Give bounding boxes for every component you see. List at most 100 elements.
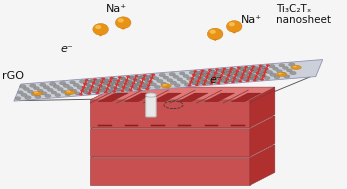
Polygon shape	[151, 93, 181, 102]
Circle shape	[256, 77, 262, 80]
Circle shape	[100, 89, 105, 92]
Circle shape	[189, 81, 193, 83]
Circle shape	[209, 69, 215, 73]
Circle shape	[101, 78, 105, 80]
Circle shape	[113, 87, 118, 89]
Circle shape	[269, 64, 275, 68]
Circle shape	[238, 80, 242, 82]
Circle shape	[143, 78, 149, 81]
Circle shape	[179, 72, 185, 75]
Circle shape	[180, 80, 186, 84]
Circle shape	[137, 81, 143, 84]
Circle shape	[216, 73, 221, 76]
Text: Na⁺: Na⁺	[241, 15, 262, 25]
Ellipse shape	[291, 65, 301, 70]
Circle shape	[125, 88, 130, 90]
Circle shape	[245, 71, 250, 74]
Circle shape	[83, 83, 89, 86]
Circle shape	[132, 82, 136, 84]
Circle shape	[213, 80, 218, 83]
Circle shape	[156, 79, 163, 83]
Circle shape	[146, 75, 151, 78]
Circle shape	[79, 80, 86, 83]
Circle shape	[47, 88, 53, 91]
Circle shape	[107, 84, 111, 86]
Circle shape	[247, 76, 251, 78]
Circle shape	[115, 83, 119, 86]
Circle shape	[228, 71, 232, 73]
Circle shape	[187, 84, 192, 87]
Circle shape	[189, 71, 195, 74]
Polygon shape	[151, 125, 165, 126]
Circle shape	[93, 87, 98, 89]
Circle shape	[140, 81, 144, 84]
Polygon shape	[125, 125, 138, 126]
Circle shape	[108, 81, 112, 83]
Circle shape	[217, 70, 222, 72]
Text: nanosheet: nanosheet	[276, 15, 331, 25]
Circle shape	[143, 74, 147, 76]
Circle shape	[222, 71, 229, 74]
Polygon shape	[98, 125, 111, 126]
Circle shape	[257, 68, 261, 70]
Circle shape	[244, 78, 250, 81]
Circle shape	[134, 83, 139, 86]
Polygon shape	[14, 60, 323, 101]
FancyBboxPatch shape	[146, 97, 156, 117]
Circle shape	[138, 85, 142, 87]
Circle shape	[104, 89, 111, 93]
Circle shape	[184, 83, 191, 86]
Circle shape	[141, 84, 146, 87]
Circle shape	[238, 71, 243, 74]
Circle shape	[129, 89, 133, 91]
Circle shape	[204, 81, 210, 84]
Circle shape	[149, 74, 155, 77]
Circle shape	[101, 87, 107, 90]
Circle shape	[230, 76, 236, 80]
Circle shape	[270, 73, 276, 76]
Circle shape	[125, 79, 129, 81]
Circle shape	[146, 80, 153, 84]
Circle shape	[99, 78, 106, 82]
Circle shape	[104, 91, 108, 93]
Polygon shape	[120, 27, 127, 30]
Text: rGO: rGO	[2, 71, 24, 81]
Circle shape	[239, 68, 244, 70]
Circle shape	[84, 91, 91, 94]
Circle shape	[177, 78, 183, 81]
Circle shape	[31, 93, 37, 96]
Circle shape	[133, 78, 139, 82]
Circle shape	[117, 83, 123, 86]
Circle shape	[223, 73, 228, 75]
Polygon shape	[178, 125, 191, 126]
Circle shape	[51, 91, 57, 94]
Circle shape	[234, 74, 238, 76]
Circle shape	[95, 92, 100, 94]
Ellipse shape	[207, 28, 223, 40]
Circle shape	[284, 75, 290, 78]
Circle shape	[234, 79, 240, 82]
Circle shape	[251, 65, 255, 68]
Circle shape	[260, 74, 266, 77]
Circle shape	[235, 78, 240, 81]
Circle shape	[203, 71, 208, 74]
Circle shape	[194, 82, 200, 85]
Circle shape	[263, 71, 267, 74]
Circle shape	[145, 86, 150, 89]
Circle shape	[199, 70, 205, 74]
Circle shape	[150, 77, 154, 79]
Circle shape	[121, 77, 126, 80]
Circle shape	[77, 86, 83, 89]
Text: e⁻: e⁻	[61, 44, 74, 54]
Circle shape	[35, 95, 41, 98]
Circle shape	[167, 79, 173, 82]
Circle shape	[50, 82, 56, 86]
Ellipse shape	[278, 73, 282, 74]
Text: e⁻: e⁻	[210, 75, 223, 85]
Circle shape	[120, 90, 124, 92]
Circle shape	[97, 84, 103, 88]
Circle shape	[113, 80, 119, 83]
Circle shape	[287, 69, 292, 72]
Circle shape	[219, 75, 223, 77]
Ellipse shape	[34, 92, 38, 93]
